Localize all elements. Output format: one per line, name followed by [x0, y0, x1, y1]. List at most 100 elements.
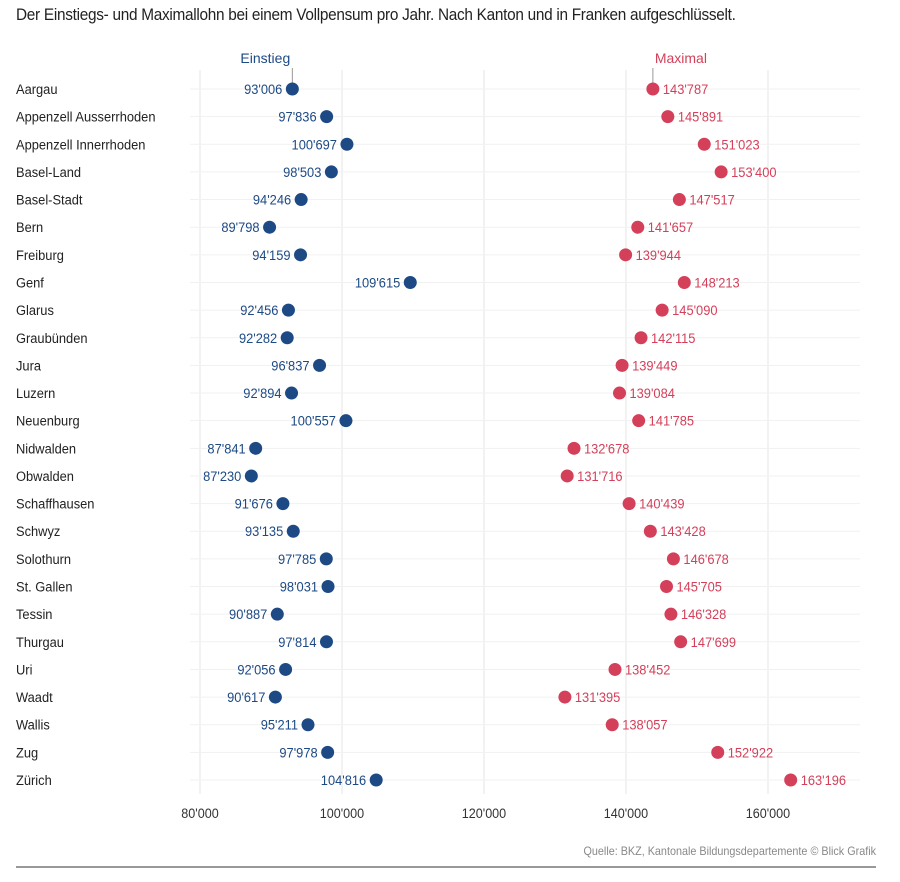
einstieg-value-label: 98'031 [280, 579, 318, 595]
maximal-value-label: 141'657 [648, 220, 693, 236]
category-label: Basel-Land [16, 164, 81, 180]
einstieg-dot [270, 607, 284, 621]
einstieg-value-label: 97'785 [278, 551, 316, 567]
maximal-value-label: 142'115 [651, 330, 695, 346]
maximal-value-label: 146'678 [683, 551, 728, 567]
category-label: Zürich [16, 773, 52, 789]
maximal-dot [674, 635, 688, 649]
einstieg-value-label: 97'836 [278, 109, 316, 125]
maximal-value-label: 153'400 [731, 164, 776, 180]
einstieg-value-label: 91'676 [235, 496, 273, 512]
einstieg-value-label: 97'814 [278, 634, 317, 650]
einstieg-value-label: 92'056 [237, 662, 275, 678]
maximal-value-label: 139'449 [632, 358, 677, 374]
einstieg-dot [281, 303, 295, 317]
category-label: Schwyz [16, 524, 61, 540]
maximal-dot [664, 607, 678, 621]
maximal-dot [631, 220, 645, 234]
einstieg-value-label: 90'617 [227, 690, 265, 706]
einstieg-dot [294, 248, 308, 262]
maximal-dot [714, 165, 728, 179]
einstieg-dot [403, 275, 417, 289]
einstieg-dot [285, 82, 299, 96]
category-label: Freiburg [16, 247, 64, 263]
einstieg-value-label: 92'456 [240, 303, 278, 319]
category-label: Nidwalden [16, 441, 76, 457]
maximal-dot [632, 414, 646, 428]
x-tick-label: 80'000 [181, 805, 218, 821]
maximal-value-label: 147'517 [689, 192, 734, 208]
maximal-value-label: 138'452 [625, 662, 670, 678]
category-label: Neuenburg [16, 413, 80, 429]
maximal-value-label: 145'705 [677, 579, 722, 595]
einstieg-dot [319, 635, 333, 649]
maximal-dot [677, 275, 691, 289]
einstieg-value-label: 93'135 [245, 524, 283, 540]
maximal-dot [697, 137, 711, 151]
maximal-dot [560, 469, 574, 483]
category-label: Waadt [16, 690, 53, 706]
category-label: Uri [16, 662, 32, 678]
legend-einstieg: Einstieg [240, 50, 290, 66]
maximal-value-label: 163'196 [801, 773, 846, 789]
einstieg-dot [339, 414, 353, 428]
einstieg-value-label: 87'841 [207, 441, 245, 457]
category-label: Tessin [16, 607, 52, 623]
einstieg-value-label: 97'978 [279, 745, 317, 761]
einstieg-value-label: 104'816 [321, 773, 366, 789]
category-label: Genf [16, 275, 44, 291]
category-label: St. Gallen [16, 579, 73, 595]
einstieg-dot [294, 193, 308, 207]
category-label: Appenzell Ausserrhoden [16, 109, 155, 125]
einstieg-dot [244, 469, 258, 483]
einstieg-dot [286, 524, 300, 538]
category-label: Solothurn [16, 551, 71, 567]
maximal-dot [643, 524, 657, 538]
maximal-dot [605, 718, 619, 732]
maximal-dot [558, 690, 572, 704]
maximal-value-label: 145'090 [672, 303, 717, 319]
einstieg-dot [285, 386, 299, 400]
einstieg-value-label: 87'230 [203, 468, 241, 484]
maximal-value-label: 132'678 [584, 441, 629, 457]
einstieg-dot [276, 497, 290, 511]
maximal-value-label: 151'023 [714, 137, 759, 153]
category-label: Glarus [16, 303, 54, 319]
einstieg-dot [321, 745, 335, 759]
einstieg-dot [324, 165, 338, 179]
maximal-dot [672, 193, 686, 207]
category-label: Obwalden [16, 468, 74, 484]
maximal-dot [655, 303, 669, 317]
maximal-dot [784, 773, 798, 787]
einstieg-dot [320, 110, 334, 124]
category-label: Schaffhausen [16, 496, 94, 512]
einstieg-dot [369, 773, 383, 787]
maximal-dot [619, 248, 633, 262]
maximal-value-label: 143'787 [663, 82, 708, 98]
einstieg-dot [340, 137, 354, 151]
x-tick-label: 100'000 [320, 805, 364, 821]
category-label: Basel-Stadt [16, 192, 83, 208]
dumbbell-chart: Einstieg Maximal Aargau 93'006 143'787 Appen… [16, 50, 860, 821]
einstieg-value-label: 92'282 [239, 330, 277, 346]
einstieg-value-label: 95'211 [261, 717, 298, 733]
einstieg-value-label: 100'697 [292, 137, 337, 153]
maximal-dot [567, 441, 581, 455]
x-tick-label: 140'000 [604, 805, 648, 821]
einstieg-dot [279, 662, 293, 676]
einstieg-dot [321, 580, 335, 594]
maximal-value-label: 131'395 [575, 690, 620, 706]
einstieg-value-label: 100'557 [291, 413, 336, 429]
maximal-dot [646, 82, 660, 96]
maximal-value-label: 139'944 [636, 247, 682, 263]
maximal-dot [666, 552, 680, 566]
x-tick-label: 120'000 [462, 805, 506, 821]
maximal-dot [634, 331, 648, 345]
category-label: Luzern [16, 386, 55, 402]
einstieg-dot [313, 358, 327, 372]
einstieg-dot [319, 552, 333, 566]
category-label: Bern [16, 220, 43, 236]
maximal-dot [612, 386, 626, 400]
category-label: Graubünden [16, 330, 88, 346]
einstieg-dot [268, 690, 282, 704]
